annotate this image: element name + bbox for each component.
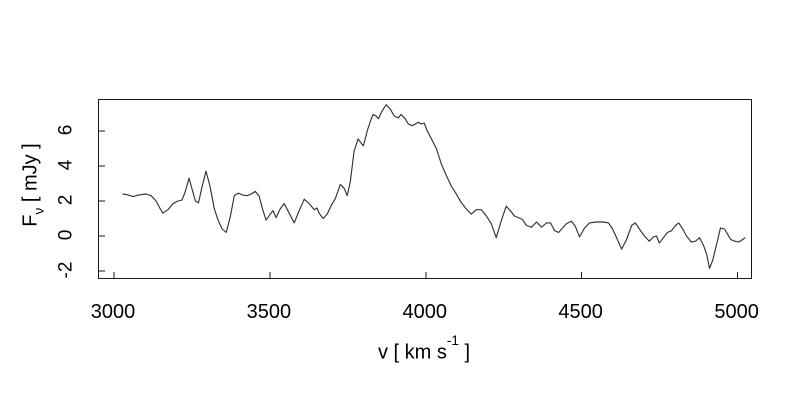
x-tick-label: 5000 — [714, 301, 759, 323]
y-tick-label: 4 — [55, 159, 77, 171]
y-tick-label: 6 — [55, 124, 77, 136]
x-tick-label: 3500 — [246, 301, 292, 323]
x-axis-label-text: v [ km s — [377, 341, 447, 364]
y-axis-label-subscript: ν — [31, 207, 47, 215]
y-axis-label-text: F — [19, 214, 42, 227]
x-axis-label-suffix: ] — [458, 341, 471, 364]
x-tick-label: 4500 — [558, 301, 603, 323]
y-tick-label: -2 — [55, 261, 77, 279]
y-tick-label: 2 — [55, 194, 77, 206]
y-axis-label: Fν [ mJy ] — [19, 143, 50, 226]
x-axis-label-superscript: -1 — [446, 332, 459, 348]
spectrum-curve-svg — [99, 104, 746, 278]
y-tick-label: 0 — [55, 229, 77, 241]
x-tick-label: 4000 — [402, 301, 448, 323]
x-axis-label: v [ km s-1 ] — [377, 332, 471, 365]
spectrum-curve — [122, 104, 746, 269]
x-tick-label: 3000 — [90, 301, 136, 323]
y-axis-label-suffix: [ mJy ] — [19, 143, 42, 208]
axis-ticks — [99, 130, 739, 278]
plot-area — [98, 99, 752, 279]
